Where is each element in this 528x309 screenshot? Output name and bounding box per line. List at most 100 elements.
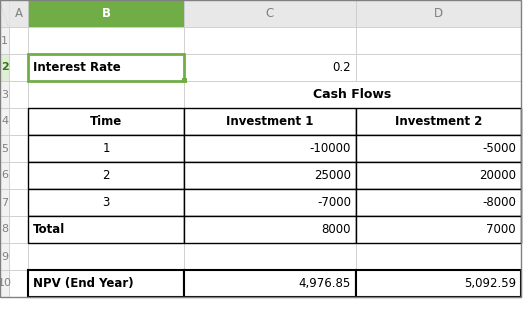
Bar [28,270,184,297]
Bar [356,135,521,162]
Bar [9,162,28,189]
Polygon shape [0,0,9,27]
Bar [28,135,184,162]
Text: C: C [266,7,274,20]
Bar [9,135,28,162]
Polygon shape [0,0,9,27]
Bar [356,108,521,135]
Bar [356,54,521,81]
Text: 5: 5 [1,143,8,154]
Bar [184,27,356,54]
Bar [28,54,184,81]
Bar [28,27,184,54]
Bar [356,162,521,189]
Text: 2: 2 [1,62,8,73]
Bar [184,270,356,297]
Bar [28,0,184,27]
Bar [0,162,9,189]
Bar [28,216,184,243]
Bar [356,216,521,243]
Bar [184,54,356,81]
Bar [184,189,356,216]
Bar [184,162,356,189]
Bar [184,0,356,27]
Text: 1: 1 [1,36,8,45]
Text: 2: 2 [102,169,110,182]
Bar [9,270,28,297]
Bar [356,270,521,297]
Text: 3: 3 [102,196,110,209]
Text: 7000: 7000 [486,223,516,236]
Text: Investment 2: Investment 2 [395,115,482,128]
Text: 10: 10 [0,278,12,289]
Bar [182,78,187,83]
Bar [356,189,521,216]
Text: 8000: 8000 [322,223,351,236]
Text: 9: 9 [1,252,8,261]
Text: D: D [434,7,443,20]
Bar [9,108,28,135]
Text: A: A [14,7,23,20]
Text: 25000: 25000 [314,169,351,182]
Bar [184,162,356,189]
Bar [184,54,356,81]
Bar [356,0,521,27]
Bar [184,81,521,108]
Text: B: B [101,7,110,20]
Bar [184,189,356,216]
Bar [0,54,9,81]
Text: 3: 3 [1,90,8,99]
Text: -10000: -10000 [309,142,351,155]
Bar [184,216,356,243]
Bar [28,135,184,162]
Text: -7000: -7000 [317,196,351,209]
Bar [9,108,28,135]
Bar [9,162,28,189]
Bar [9,81,28,108]
Bar [9,0,28,27]
Bar [28,108,184,135]
Bar [0,216,9,243]
Bar [184,108,356,135]
Bar [28,54,184,81]
Text: 4,976.85: 4,976.85 [299,277,351,290]
Bar [356,108,521,135]
Bar [28,189,184,216]
Text: 20000: 20000 [479,169,516,182]
Bar [0,108,9,135]
Text: Investment 1: Investment 1 [227,115,314,128]
Text: -5000: -5000 [482,142,516,155]
Text: -8000: -8000 [482,196,516,209]
Text: Total: Total [33,223,65,236]
Bar [9,270,28,297]
Bar [0,243,9,270]
Bar [0,270,9,297]
Bar [0,81,9,108]
Bar [184,135,356,162]
Bar [356,162,521,189]
Bar [28,243,184,270]
Text: Interest Rate: Interest Rate [33,61,121,74]
Bar [28,81,184,108]
Text: 1: 1 [102,142,110,155]
Text: 7: 7 [1,197,8,208]
Bar [184,270,356,297]
Bar [9,54,28,81]
Bar [9,135,28,162]
Bar [0,0,9,27]
Text: 6: 6 [1,171,8,180]
Bar [28,81,184,108]
Bar [184,108,356,135]
Bar [356,54,521,81]
Text: 8: 8 [1,225,8,235]
Bar [9,216,28,243]
Bar [184,135,356,162]
Bar [356,189,521,216]
Text: Cash Flows: Cash Flows [314,88,392,101]
Bar [356,135,521,162]
Bar [9,189,28,216]
Bar [9,54,28,81]
Bar [356,216,521,243]
Bar [28,162,184,189]
Bar [9,216,28,243]
